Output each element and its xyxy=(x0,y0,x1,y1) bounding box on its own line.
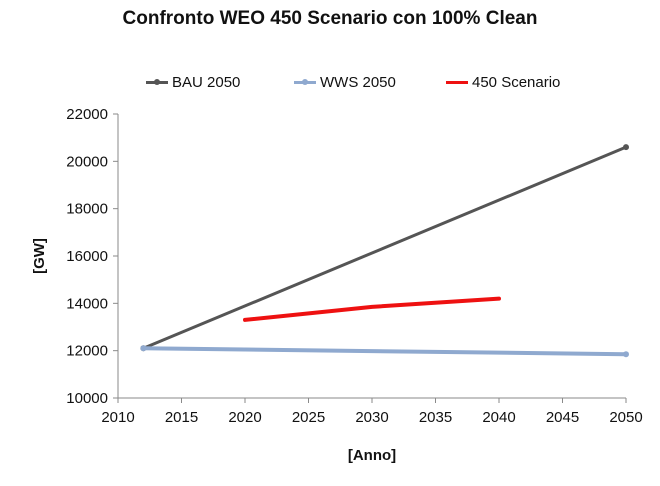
x-tick-label: 2025 xyxy=(292,409,325,426)
legend-label-450: 450 Scenario xyxy=(472,73,561,91)
y-tick-label: 18000 xyxy=(66,201,108,218)
legend-swatch-450 xyxy=(446,80,468,84)
series-point-1 xyxy=(623,351,629,358)
legend-swatch-bau xyxy=(146,79,168,85)
series-line-1 xyxy=(141,346,628,357)
x-tick-label: 2045 xyxy=(546,409,579,426)
y-tick-label: 14000 xyxy=(66,295,108,312)
x-tick-label: 2030 xyxy=(355,409,388,426)
y-tick-label: 12000 xyxy=(66,343,108,360)
x-tick-label: 2050 xyxy=(609,409,642,426)
chart-legend: BAU 2050 WWS 2050 450 Scenario xyxy=(0,70,660,94)
legend-label-wws: WWS 2050 xyxy=(320,73,396,91)
y-tick-label: 20000 xyxy=(66,153,108,170)
x-tick-label: 2010 xyxy=(101,409,134,426)
legend-item-450: 450 Scenario xyxy=(446,70,560,94)
series-point-0 xyxy=(623,144,629,151)
legend-item-bau: BAU 2050 xyxy=(146,70,240,94)
x-tick-label: 2020 xyxy=(228,409,261,426)
y-tick-label: 16000 xyxy=(66,248,108,265)
chart-title: Confronto WEO 450 Scenario con 100% Clea… xyxy=(122,8,538,29)
x-tick-label: 2035 xyxy=(419,409,452,426)
series-point-1 xyxy=(140,345,147,352)
x-axis-label: [Anno] xyxy=(348,447,396,464)
y-axis-label: [GW] xyxy=(31,238,48,274)
series-line-0 xyxy=(141,145,628,350)
y-tick-label: 22000 xyxy=(66,106,108,123)
legend-item-wws: WWS 2050 xyxy=(294,70,396,94)
legend-label-bau: BAU 2050 xyxy=(172,73,241,91)
x-tick-label: 2015 xyxy=(165,409,198,426)
legend-swatch-wws xyxy=(294,79,316,85)
y-tick-label: 10000 xyxy=(66,390,108,407)
series-line-2 xyxy=(243,296,501,322)
x-tick-label: 2040 xyxy=(482,409,515,426)
